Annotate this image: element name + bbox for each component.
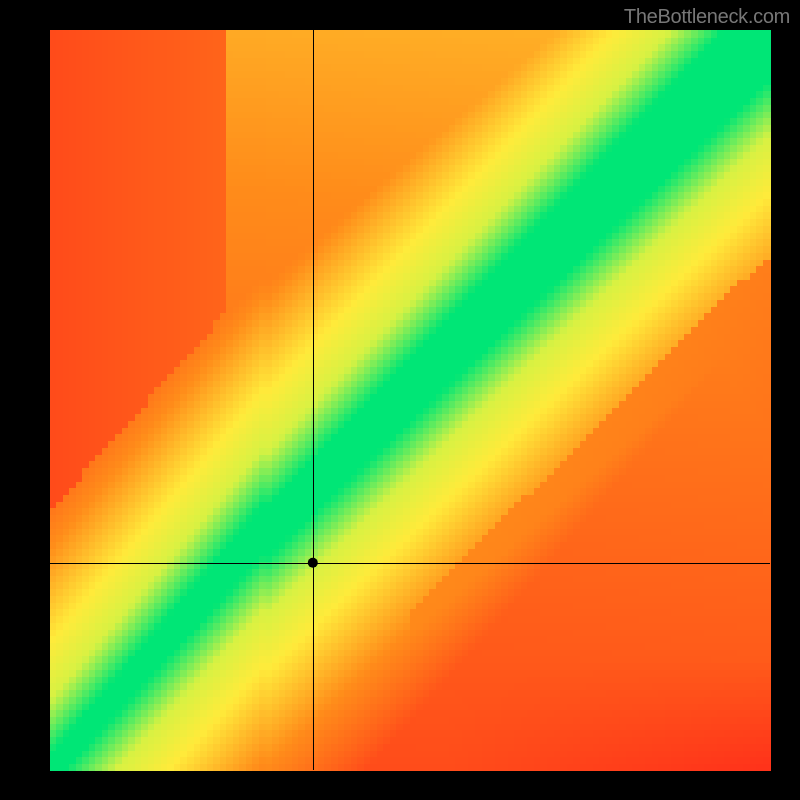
chart-container: TheBottleneck.com [0,0,800,800]
watermark-text: TheBottleneck.com [624,6,790,29]
bottleneck-heatmap-canvas [0,0,800,800]
